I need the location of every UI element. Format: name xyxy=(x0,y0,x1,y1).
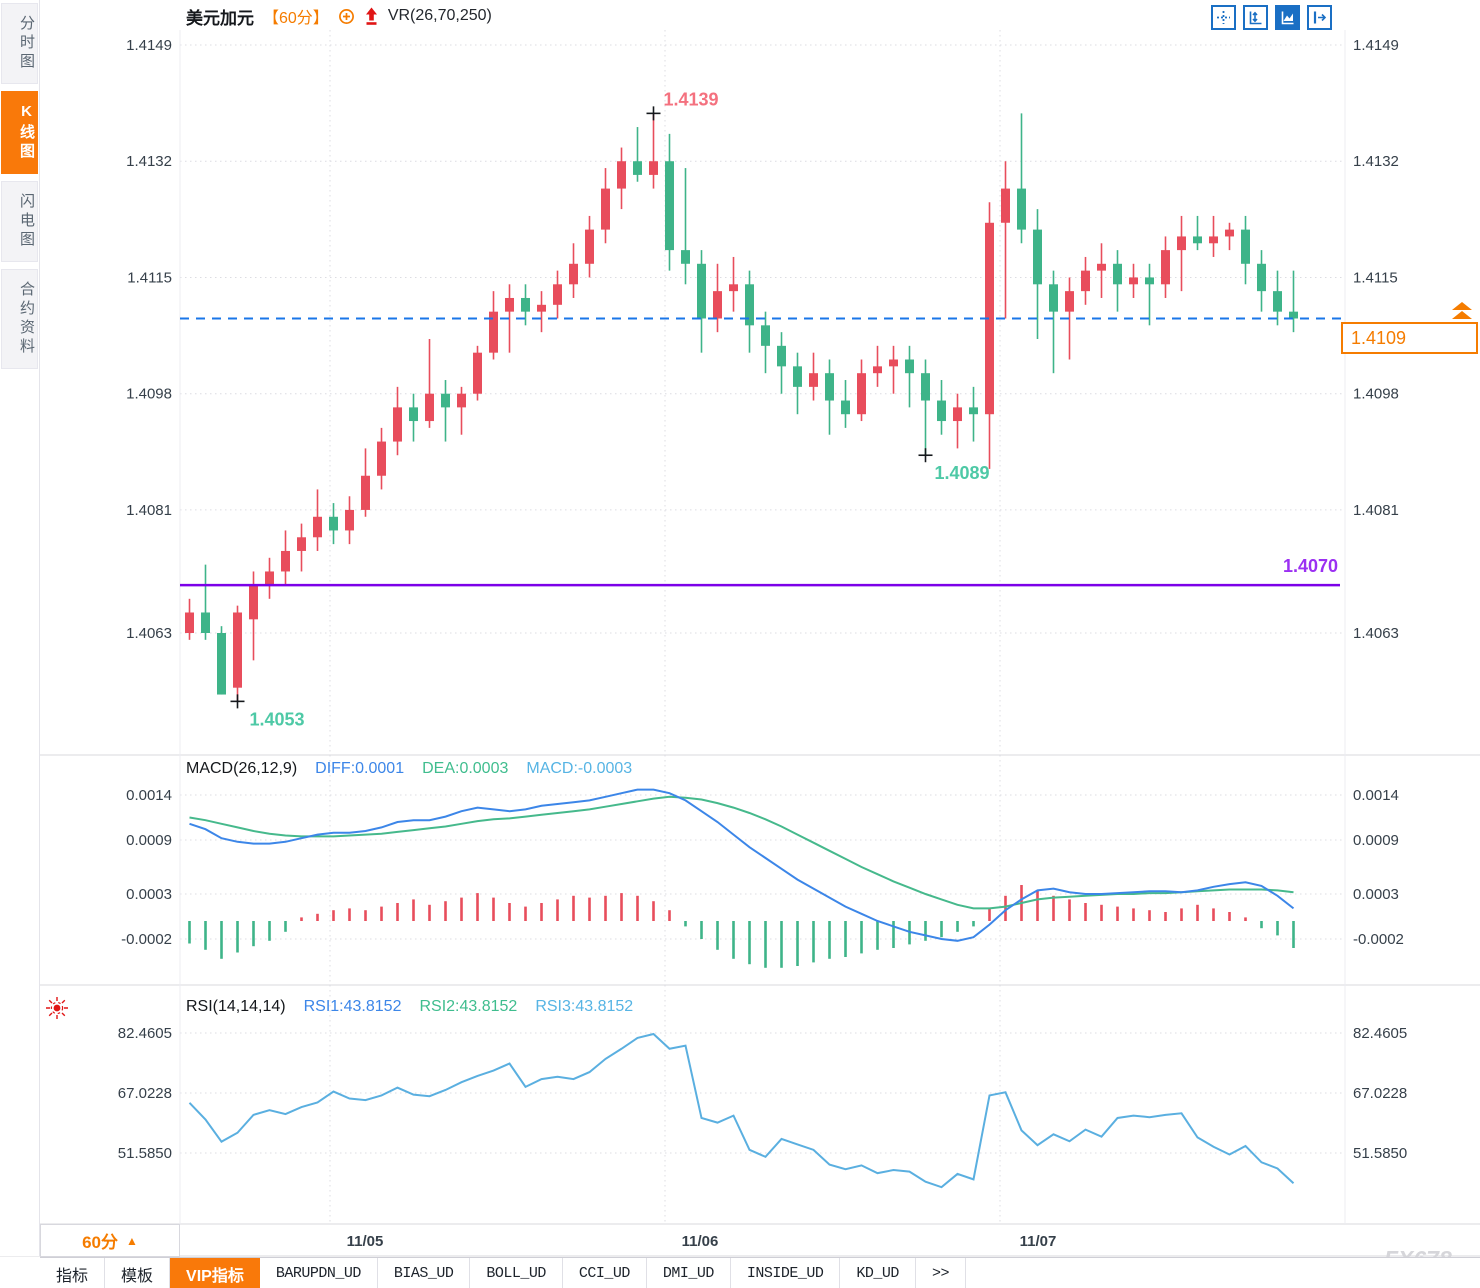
trend-up-arrow-icon xyxy=(364,7,379,26)
support-line-label: 1.4070 xyxy=(1282,556,1338,576)
svg-text:1.4098: 1.4098 xyxy=(1353,386,1399,403)
bottom-tab-[interactable]: >> xyxy=(916,1258,966,1288)
rsi-panel-header: RSI(14,14,14) RSI1:43.8152 RSI2:43.8152 … xyxy=(186,998,633,1016)
svg-text:0.0014: 0.0014 xyxy=(126,787,172,804)
sidebar-tab-闪电图[interactable]: 闪电图 xyxy=(1,181,38,262)
svg-text:1.4063: 1.4063 xyxy=(1353,625,1399,642)
bottom-tab-模板[interactable]: 模板 xyxy=(105,1258,171,1288)
svg-text:82.4605: 82.4605 xyxy=(1353,1025,1407,1042)
svg-text:1.4132: 1.4132 xyxy=(1353,153,1399,170)
svg-text:1.4149: 1.4149 xyxy=(1353,37,1399,54)
timeframe-label: 【60分】 xyxy=(263,10,329,27)
chart-style-tool-icon[interactable] xyxy=(1275,5,1300,30)
bottom-tab-指标[interactable]: 指标 xyxy=(40,1258,106,1288)
price-up-arrows-icon xyxy=(1452,302,1472,320)
svg-text:51.5850: 51.5850 xyxy=(1353,1145,1407,1162)
timeframe-dropdown-arrow-icon: ▲ xyxy=(126,1233,138,1248)
svg-text:1.4081: 1.4081 xyxy=(126,502,172,519)
current-price-tag: 1.4109 xyxy=(1341,322,1478,354)
timeframe-value: 60分 xyxy=(82,1233,119,1252)
bottom-tab-BOLL_UD[interactable]: BOLL_UD xyxy=(470,1258,563,1288)
svg-text:1.4063: 1.4063 xyxy=(126,625,172,642)
sidebar-tab-K线图[interactable]: K线图 xyxy=(1,91,38,174)
svg-text:51.5850: 51.5850 xyxy=(118,1145,172,1162)
sidebar-tab-合约资料[interactable]: 合约资料 xyxy=(1,269,38,369)
svg-text:1.4139: 1.4139 xyxy=(664,89,719,109)
indicator-title: VR(26,70,250) xyxy=(387,7,492,24)
left-sidebar: 分时图 K线图闪电图合约资料 xyxy=(0,0,40,1256)
svg-text:0.0003: 0.0003 xyxy=(126,886,172,903)
svg-text:11/07: 11/07 xyxy=(1020,1233,1057,1250)
alert-flash-icon[interactable] xyxy=(44,995,70,1021)
macd-hist-value: MACD:-0.0003 xyxy=(526,760,633,777)
svg-text:0.0014: 0.0014 xyxy=(1353,787,1399,804)
timeframe-selector[interactable]: 60分 ▲ xyxy=(40,1224,180,1257)
svg-text:82.4605: 82.4605 xyxy=(118,1025,172,1042)
svg-text:1.4098: 1.4098 xyxy=(126,386,172,403)
bottom-tab-DMI_UD[interactable]: DMI_UD xyxy=(647,1258,731,1288)
chart-header: 美元加元 【60分】 VR(26,70,250) xyxy=(186,3,492,29)
svg-text:1.4081: 1.4081 xyxy=(1353,502,1399,519)
sidebar-tab-分时图[interactable]: 分时图 xyxy=(1,3,38,84)
svg-text:0.0009: 0.0009 xyxy=(1353,832,1399,849)
chart-toolbar xyxy=(1211,5,1332,30)
svg-text:11/06: 11/06 xyxy=(682,1233,719,1250)
svg-text:-0.0002: -0.0002 xyxy=(121,931,172,948)
collapse-panel-tool-icon[interactable] xyxy=(1307,5,1332,30)
bottom-tab-BARUPDN_UD[interactable]: BARUPDN_UD xyxy=(260,1258,378,1288)
svg-text:1.4149: 1.4149 xyxy=(126,37,172,54)
bottom-tab-VIP指标[interactable]: VIP指标 xyxy=(170,1258,260,1288)
svg-text:1.4115: 1.4115 xyxy=(1353,269,1398,286)
svg-text:67.0228: 67.0228 xyxy=(1353,1085,1407,1102)
svg-text:1.4132: 1.4132 xyxy=(126,153,172,170)
macd-diff-value: DIFF:0.0001 xyxy=(315,760,405,777)
add-indicator-icon[interactable] xyxy=(338,8,355,25)
rsi2-value: RSI2:43.8152 xyxy=(419,998,518,1015)
svg-text:11/05: 11/05 xyxy=(347,1233,384,1250)
svg-text:1.4115: 1.4115 xyxy=(127,269,172,286)
svg-text:0.0003: 0.0003 xyxy=(1353,886,1399,903)
crosshair-tool-icon[interactable] xyxy=(1211,5,1236,30)
svg-text:67.0228: 67.0228 xyxy=(118,1085,172,1102)
macd-panel-header: MACD(26,12,9) DIFF:0.0001 DEA:0.0003 MAC… xyxy=(186,760,632,778)
rsi-title: RSI(14,14,14) xyxy=(186,998,286,1015)
bottom-tab-INSIDE_UD[interactable]: INSIDE_UD xyxy=(731,1258,841,1288)
svg-text:1.4053: 1.4053 xyxy=(250,709,305,729)
svg-text:-0.0002: -0.0002 xyxy=(1353,931,1404,948)
bottom-tab-CCI_UD[interactable]: CCI_UD xyxy=(563,1258,647,1288)
rsi3-value: RSI3:43.8152 xyxy=(535,998,634,1015)
symbol-title: 美元加元 xyxy=(186,8,254,28)
svg-text:1.4089: 1.4089 xyxy=(935,463,990,483)
bottom-tab-KD_UD[interactable]: KD_UD xyxy=(840,1258,916,1288)
svg-text:0.0009: 0.0009 xyxy=(126,832,172,849)
rsi1-value: RSI1:43.8152 xyxy=(303,998,402,1015)
axis-scale-tool-icon[interactable] xyxy=(1243,5,1268,30)
indicator-tabbar: 指标 模板 VIP指标 BARUPDN_UD BIAS_UD BOLL_UD CCI_UD D… xyxy=(40,1257,1480,1288)
macd-dea-value: DEA:0.0003 xyxy=(422,760,509,777)
macd-title: MACD(26,12,9) xyxy=(186,760,298,777)
bottom-tab-BIAS_UD[interactable]: BIAS_UD xyxy=(378,1258,471,1288)
